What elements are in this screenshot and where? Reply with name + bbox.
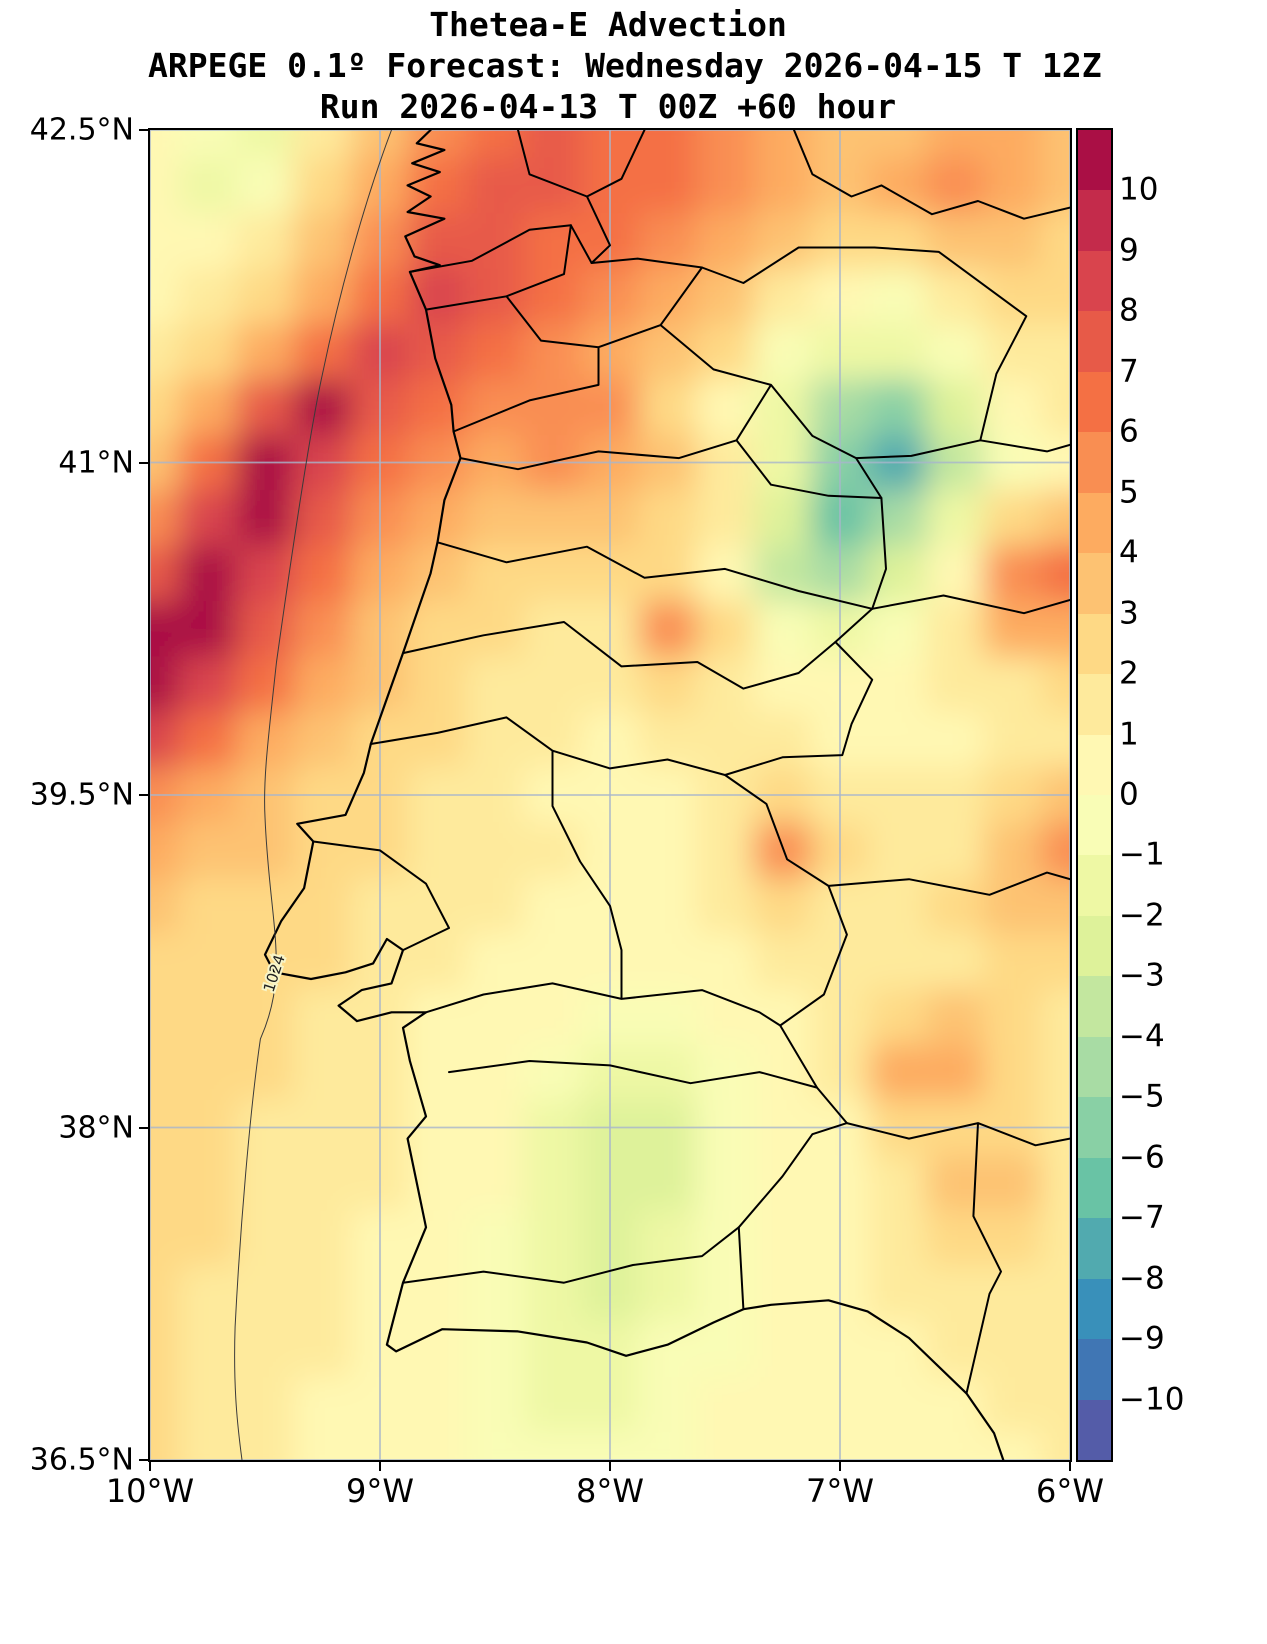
title-block: Thetea-E Advection ARPEGE 0.1º Forecast:…	[148, 4, 1102, 127]
colorbar-segment	[1078, 613, 1111, 675]
y-tick-mark	[139, 1126, 148, 1129]
colorbar-segment	[1078, 1399, 1111, 1460]
y-tick-mark	[139, 794, 148, 796]
x-tick-label: 10°W	[105, 1472, 195, 1510]
colorbar-tick-label: −7	[1119, 1199, 1165, 1236]
colorbar	[1076, 128, 1113, 1462]
colorbar-tick-label: 1	[1119, 715, 1139, 752]
x-tick-label: 7°W	[806, 1472, 874, 1510]
spain-portugal-border	[408, 224, 1028, 1311]
colorbar-tick-label: −6	[1119, 1138, 1165, 1175]
isobar-line	[234, 130, 392, 1460]
colorbar-tick-label: 6	[1119, 413, 1139, 450]
title-line-3: Run 2026-04-13 T 00Z +60 hour	[319, 87, 897, 126]
colorbar-segment	[1078, 432, 1111, 493]
colorbar-segment	[1078, 976, 1111, 1037]
y-tick-label: 42.5°N	[29, 112, 134, 148]
colorbar-segment	[1078, 1218, 1111, 1279]
y-tick-mark	[139, 129, 148, 131]
colorbar-tick-label: −1	[1119, 836, 1165, 873]
colorbar-segment	[1078, 553, 1111, 614]
colorbar-tick-label: 3	[1119, 594, 1139, 631]
colorbar-segment	[1078, 1097, 1111, 1158]
x-tick-label: 9°W	[346, 1472, 414, 1510]
colorbar-segment	[1078, 371, 1111, 433]
colorbar-tick-label: 2	[1119, 655, 1139, 692]
colorbar-segment	[1078, 1339, 1111, 1400]
colorbar-tick-label: −9	[1119, 1320, 1165, 1357]
colorbar-tick-label: 9	[1119, 232, 1139, 269]
colorbar-tick-label: 8	[1119, 292, 1139, 329]
y-tick-label: 41°N	[58, 445, 134, 480]
colorbar-tick-label: 7	[1119, 353, 1139, 390]
district-boundaries	[312, 224, 883, 1284]
colorbar-segment	[1078, 794, 1111, 856]
colorbar-segment	[1078, 130, 1111, 191]
y-tick-mark	[139, 1459, 148, 1461]
y-tick-label: 38°N	[58, 1110, 134, 1145]
title-line-1: Thetea-E Advection	[429, 5, 787, 44]
colorbar-tick-label: −8	[1119, 1259, 1165, 1296]
colorbar-segment	[1078, 674, 1111, 735]
map-canvas: 1024	[150, 130, 1070, 1460]
x-tick-mark	[1069, 1462, 1071, 1471]
colorbar-tick-label: 10	[1119, 171, 1159, 208]
colorbar-tick-label: −4	[1119, 1018, 1165, 1055]
map-plot-area: 1024	[148, 128, 1072, 1462]
colorbar-tick-label: 0	[1119, 776, 1139, 813]
colorbar-segment	[1078, 734, 1111, 795]
colorbar-segment	[1078, 855, 1111, 916]
colorbar-segment	[1078, 1036, 1111, 1098]
colorbar-segment	[1078, 250, 1111, 312]
y-tick-label: 39.5°N	[29, 777, 134, 813]
colorbar-tick-label: −10	[1119, 1380, 1185, 1417]
colorbar-segment	[1078, 190, 1111, 251]
x-tick-mark	[839, 1462, 841, 1471]
title-line-2: ARPEGE 0.1º Forecast: Wednesday 2026-04-…	[148, 46, 1102, 85]
x-tick-label: 8°W	[576, 1472, 644, 1510]
coastline	[263, 130, 1005, 1460]
colorbar-segment	[1078, 311, 1111, 372]
y-tick-mark	[139, 461, 148, 464]
y-tick-label: 36.5°N	[29, 1442, 134, 1478]
colorbar-tick-label: −3	[1119, 957, 1165, 994]
x-tick-label: 6°W	[1036, 1472, 1104, 1510]
colorbar-tick-label: −2	[1119, 897, 1165, 934]
colorbar-tick-label: −5	[1119, 1078, 1165, 1115]
province-boundaries	[517, 130, 1070, 1395]
colorbar-segment	[1078, 915, 1111, 977]
colorbar-tick-label: 5	[1119, 473, 1139, 510]
x-tick-mark	[379, 1462, 381, 1471]
colorbar-segment	[1078, 1157, 1111, 1219]
graticule-gridlines	[150, 130, 1070, 1460]
x-tick-mark	[149, 1462, 151, 1471]
colorbar-tick-label: 4	[1119, 534, 1139, 571]
colorbar-segment	[1078, 492, 1111, 554]
x-tick-mark	[609, 1462, 611, 1471]
colorbar-segment	[1078, 1278, 1111, 1340]
